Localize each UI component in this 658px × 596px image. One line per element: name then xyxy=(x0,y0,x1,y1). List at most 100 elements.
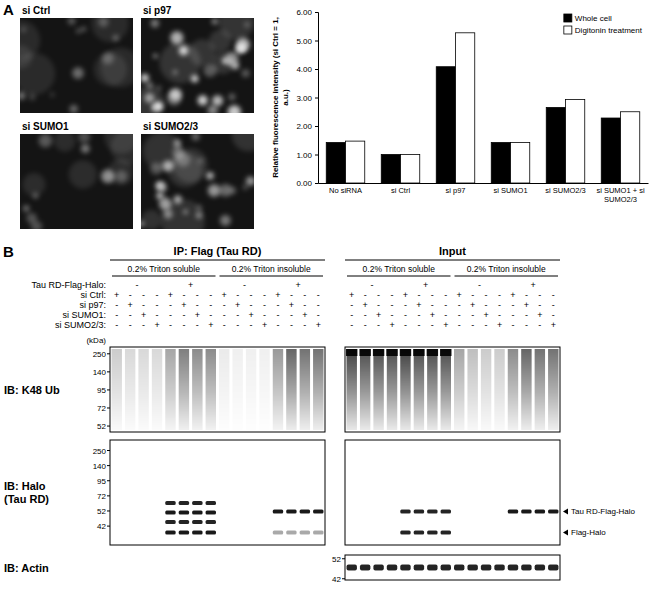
condition-mark: - xyxy=(391,310,394,320)
marker-label: 42 xyxy=(332,575,341,584)
cell-spot xyxy=(102,52,114,64)
condition-mark: + xyxy=(235,300,240,310)
smear xyxy=(232,349,242,430)
cell-spot xyxy=(212,18,218,24)
condition-mark: + xyxy=(289,300,294,310)
condition-mark: - xyxy=(431,300,434,310)
cell-spot xyxy=(225,52,238,65)
cell-spot xyxy=(203,64,216,77)
condition-mark: - xyxy=(364,320,367,330)
cell-spot xyxy=(68,18,76,25)
band-label: Flag-Halo xyxy=(571,528,606,537)
marker-label: 95 xyxy=(97,386,106,395)
condition-mark: - xyxy=(471,290,474,300)
condition-mark: + xyxy=(443,320,448,330)
condition-mark: - xyxy=(498,290,501,300)
band xyxy=(165,520,175,524)
cell-spot xyxy=(243,185,248,190)
cell-spot xyxy=(50,92,55,97)
condition-mark: + xyxy=(114,290,119,300)
condition-mark: - xyxy=(538,320,541,330)
axis-title: Relative fluorescence intensity (si Ctrl… xyxy=(271,17,290,178)
condition-mark: - xyxy=(417,310,420,320)
cell-spot xyxy=(157,183,166,192)
condition-mark: + xyxy=(403,290,408,300)
cell-spot xyxy=(183,210,187,214)
condition-mark: - xyxy=(364,310,367,320)
marker-label: 52 xyxy=(97,507,106,516)
cell-spot xyxy=(174,195,182,203)
band xyxy=(273,530,283,534)
condition-mark: - xyxy=(276,300,279,310)
condition-mark: - xyxy=(350,300,353,310)
cell-spot xyxy=(156,192,163,199)
cell-spot xyxy=(113,35,119,41)
cell-spot xyxy=(191,75,198,82)
cell-spot xyxy=(238,44,246,52)
smear xyxy=(373,349,383,430)
cell-haze xyxy=(20,45,32,68)
marker-label: 72 xyxy=(97,492,106,501)
band xyxy=(414,509,424,513)
row-label: si Ctrl: xyxy=(81,290,107,300)
tick-label: 5.00 xyxy=(296,37,312,46)
cell-haze xyxy=(23,173,46,196)
condition-mark: + xyxy=(510,290,515,300)
cell-spot xyxy=(236,38,250,52)
tick-label: No siRNA xyxy=(329,186,362,195)
condition-mark: - xyxy=(115,310,118,320)
condition-mark: - xyxy=(182,290,185,300)
marker-tick xyxy=(107,526,110,527)
condition-mark: + xyxy=(181,300,186,310)
text-line: si SUMO1 xyxy=(493,186,527,195)
cell-haze xyxy=(209,30,231,52)
condition-mark: - xyxy=(417,320,420,330)
condition-mark: - xyxy=(169,300,172,310)
marker-tick xyxy=(107,426,110,427)
condition-mark: - xyxy=(169,310,172,320)
smear xyxy=(125,349,135,430)
cell-spot xyxy=(206,172,213,179)
image-label: si Ctrl xyxy=(22,5,51,16)
band xyxy=(179,530,189,534)
condition-mark: - xyxy=(444,290,447,300)
cell-spot xyxy=(98,18,108,27)
fraction-underline xyxy=(347,276,451,277)
smear xyxy=(427,349,437,430)
band xyxy=(440,349,451,356)
cell-spot xyxy=(208,184,220,196)
smear xyxy=(206,349,216,430)
marker-label: 250 xyxy=(93,350,107,359)
cell-spot xyxy=(228,94,235,101)
band xyxy=(427,530,437,534)
band xyxy=(373,565,383,571)
band xyxy=(386,349,397,356)
condition-mark: + xyxy=(416,300,421,310)
cell-spot xyxy=(249,179,253,183)
cell-spot xyxy=(153,54,157,58)
band xyxy=(441,565,451,571)
blot-frame xyxy=(345,440,560,545)
smear xyxy=(400,349,410,430)
condition-mark: + xyxy=(195,310,200,320)
band xyxy=(206,520,216,524)
condition-mark: - xyxy=(417,290,420,300)
x-axis: No siRNAsi Ctrlsi p97si SUMO1si SUMO2/3s… xyxy=(319,183,649,204)
cell-haze xyxy=(54,134,75,152)
cell-spot xyxy=(144,93,154,103)
condition-mark: - xyxy=(458,310,461,320)
condition-mark: - xyxy=(471,320,474,330)
marker-label: 95 xyxy=(97,477,106,486)
cell-spot xyxy=(173,70,177,74)
group-title: IP: Flag (Tau RD) xyxy=(174,245,262,257)
condition-mark: - xyxy=(156,300,159,310)
band xyxy=(179,501,189,505)
cell-spot xyxy=(115,170,127,182)
condition-mark: - xyxy=(135,280,138,290)
blot-label: IB: K48 Ub xyxy=(4,384,60,396)
smear xyxy=(481,349,491,430)
smear xyxy=(300,349,310,430)
condition-mark: - xyxy=(196,290,199,300)
cell-spot xyxy=(242,69,250,77)
band xyxy=(413,349,424,356)
